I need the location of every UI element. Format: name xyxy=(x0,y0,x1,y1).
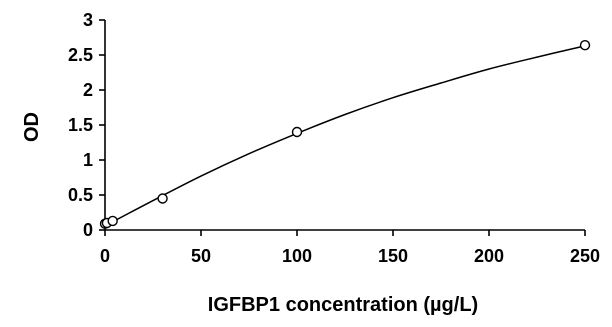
x-tick-label: 150 xyxy=(378,246,408,266)
data-points xyxy=(99,40,591,229)
x-tick-label: 250 xyxy=(570,246,600,266)
x-tick-label: 100 xyxy=(282,246,312,266)
y-tick-label: 3 xyxy=(83,10,93,30)
data-point xyxy=(107,215,118,227)
y-tick-label: 1.5 xyxy=(68,115,93,135)
y-tick-label: 2 xyxy=(83,80,93,100)
x-tick-label: 0 xyxy=(100,246,110,266)
y-axis-ticks: 0 0.5 1 1.5 2 2.5 3 xyxy=(68,10,105,240)
data-point xyxy=(291,126,303,138)
fit-curve-line xyxy=(104,45,586,227)
x-tick-label: 200 xyxy=(474,246,504,266)
x-axis-ticks: 0 50 100 150 200 250 xyxy=(100,230,600,266)
y-tick-label: 0 xyxy=(83,220,93,240)
plot-area: 0 0.5 1 1.5 2 2.5 3 0 50 100 150 200 250 xyxy=(68,10,600,266)
data-point xyxy=(579,40,591,51)
x-axis-title: IGFBP1 concentration (µg/L) xyxy=(208,294,478,316)
y-axis-title: OD xyxy=(21,112,43,142)
data-point xyxy=(157,193,168,204)
y-tick-label: 2.5 xyxy=(68,45,93,65)
y-tick-label: 1 xyxy=(83,150,93,170)
y-tick-label: 0.5 xyxy=(68,185,93,205)
x-tick-label: 50 xyxy=(191,246,211,266)
